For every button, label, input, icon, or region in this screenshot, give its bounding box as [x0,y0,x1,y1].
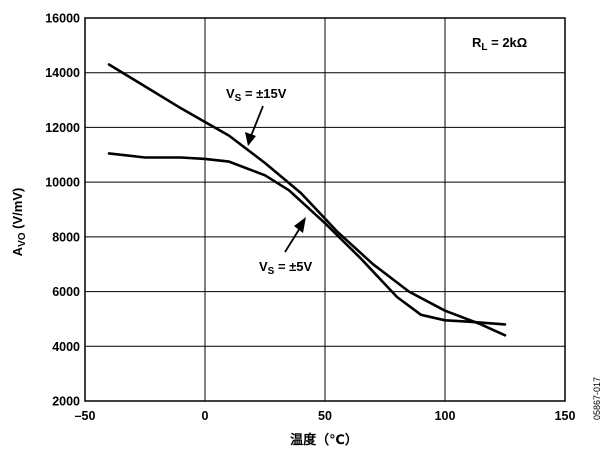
series-line-vs5 [107,152,507,326]
figure-id: 05867-017 [592,377,602,420]
vs5-sub: S [268,266,275,277]
rl-rest: = 2kΩ [488,35,528,50]
y-axis-title-sub: VO [17,232,28,247]
vs15-main: V [226,86,235,101]
vs5-arrow-head [294,217,306,233]
y-axis-title-unit: (V/mV) [10,188,25,233]
x-tick-label: 150 [555,409,576,423]
rl-sub: L [481,42,487,53]
y-tick-label: 12000 [45,121,80,135]
y-tick-labels: 2000 4000 6000 8000 10000 12000 14000 16000 [45,12,80,409]
grid-lines [85,18,565,401]
x-tick-label: –50 [75,409,96,423]
x-axis-title: 温度（℃） [290,432,358,447]
vs15-sub: S [235,93,242,104]
y-tick-label: 16000 [45,12,80,26]
y-tick-label: 14000 [45,66,80,80]
vs5-rest: = ±5V [274,259,312,274]
vs15-rest: = ±15V [241,86,286,101]
y-tick-label: 6000 [52,285,80,299]
vs5-annotation: VS = ±5V [259,259,313,277]
x-tick-label: 100 [435,409,456,423]
vs5-arrow-shaft [284,227,301,253]
y-tick-label: 4000 [52,340,80,354]
vs5-main: V [259,259,268,274]
y-tick-label: 8000 [52,230,80,244]
rl-annotation: RL = 2kΩ [472,35,527,53]
vs15-arrow-head [245,132,256,146]
x-tick-labels: –50 0 50 100 150 [75,409,576,423]
y-tick-label: 2000 [52,395,80,409]
y-tick-label: 10000 [45,176,80,190]
vs15-annotation: VS = ±15V [226,86,287,104]
plot-frame [84,17,566,402]
vs15-arrow-shaft [250,105,264,137]
y-axis-title: AVO (V/mV) [10,188,28,257]
rl-main: R [472,35,482,50]
x-tick-label: 50 [318,409,332,423]
series-line-vs15 [107,63,507,337]
series-group [107,63,507,337]
y-axis-title-main: A [10,246,25,256]
x-tick-label: 0 [202,409,209,423]
